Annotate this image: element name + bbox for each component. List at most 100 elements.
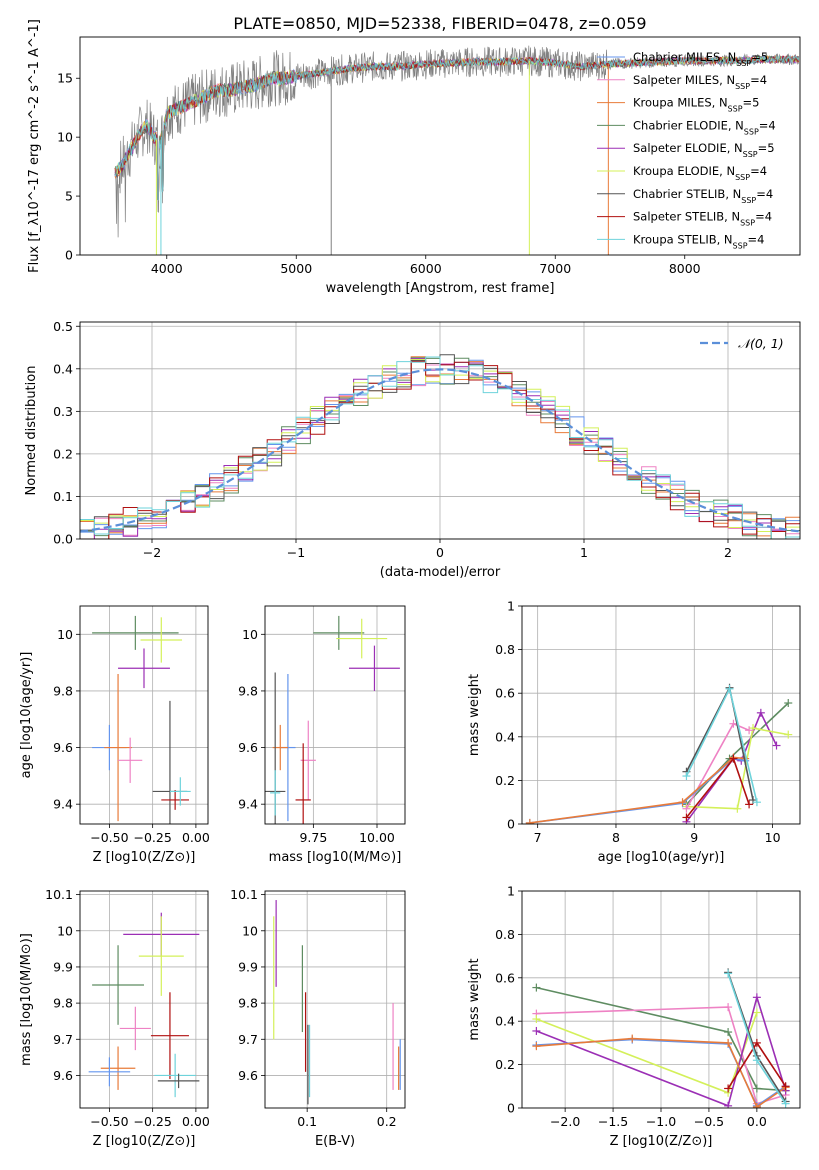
legend-entry: Kroupa STELIB, NSSP=4	[633, 232, 764, 250]
mass-weight-marker	[724, 969, 733, 978]
y-tick-label: 9.8	[53, 683, 73, 698]
x-tick-label: 5000	[280, 261, 312, 276]
chart-mass-vs-metallicity: −0.50 −0.25 0.00 9.6 9.7 9.8 9.9 10 10.1 Z [log10…	[19, 887, 210, 1149]
mass-weight-marker	[724, 1038, 733, 1047]
error-bar-point	[336, 618, 388, 659]
legend-entry: Salpeter ELODIE, NSSP=5	[633, 141, 775, 159]
x-tick-label: −1	[287, 545, 305, 560]
y-tick-label: 0.4	[53, 361, 73, 376]
mass-weight-marker	[724, 1084, 733, 1093]
mass-weight-marker	[752, 1056, 761, 1065]
y-axis-label: mass weight	[467, 958, 482, 1040]
mass-weight-marker	[532, 1042, 541, 1051]
legend-entry: Salpeter STELIB, NSSP=4	[633, 210, 772, 228]
y-tick-label: 0.4	[495, 1014, 515, 1029]
mass-weight-marker	[733, 804, 742, 813]
error-bar-point	[88, 1057, 131, 1087]
x-tick-label: 0.00	[182, 830, 210, 845]
y-tick-label: 10	[57, 923, 73, 938]
x-tick-label: −0.5	[694, 1114, 724, 1129]
y-tick-label: 0.4	[495, 729, 515, 744]
y-tick-label: 0.2	[495, 1057, 515, 1072]
y-tick-label: 10	[242, 923, 258, 938]
x-tick-label: 9.75	[299, 830, 327, 845]
error-bar-point	[295, 743, 311, 824]
mass-weight-marker	[729, 754, 738, 763]
mass-weight-marker	[781, 1099, 790, 1108]
mass-weight-marker	[682, 772, 691, 781]
y-tick-label: 10	[57, 130, 73, 145]
y-axis-label: mass weight	[467, 674, 482, 756]
y-tick-label: 9.9	[238, 959, 258, 974]
legend-entry: 𝒩(0, 1)	[738, 336, 784, 351]
mass-weight-marker	[724, 1003, 733, 1012]
model-spectrum-line	[114, 54, 800, 202]
x-tick-label: −2.0	[550, 1114, 580, 1129]
error-bar-point	[118, 648, 170, 689]
model-spectrum-line	[114, 54, 800, 202]
error-bar-point	[118, 737, 143, 783]
chart-mass-vs-extinction: 0.1 0.2 9.6 9.7 9.8 9.9 10 10.1 E(B-V)	[230, 887, 406, 1149]
mass-weight-line	[529, 757, 746, 824]
error-bar-point	[104, 673, 132, 822]
y-tick-label: 0.0	[53, 532, 73, 547]
x-axis-label: mass [log10(M/M⊙)]	[269, 850, 402, 865]
error-bar-point	[169, 777, 191, 806]
mass-weight-line	[686, 727, 789, 810]
mass-weight-marker	[724, 1101, 733, 1108]
mass-weight-marker	[781, 1082, 790, 1091]
x-tick-label: 0.2	[377, 1114, 397, 1129]
mass-weight-marker	[784, 730, 793, 739]
y-tick-label: 0.3	[53, 404, 73, 419]
y-tick-label: 9.6	[53, 740, 73, 755]
y-tick-label: 9.6	[53, 1068, 73, 1083]
mass-weight-marker	[525, 818, 534, 824]
x-axis-label: E(B-V)	[315, 1134, 355, 1149]
observed-spectrum-line	[114, 45, 800, 238]
chart-mass-weight-vs-metallicity: −2.0 −1.5 −1.0 −0.5 0.0 0 0.2 0.4 0.6 0.8 1 Z [log1…	[467, 884, 801, 1149]
x-tick-label: 8	[612, 830, 620, 845]
mass-weight-marker	[756, 708, 765, 717]
y-axis-label: age [log10(age/yr)]	[19, 652, 34, 779]
x-tick-label: 7000	[539, 261, 571, 276]
histogram-step	[80, 359, 800, 539]
legend-entry: Kroupa MILES, NSSP=5	[633, 96, 759, 114]
x-axis-label: age [log10(age/yr)]	[598, 850, 725, 865]
y-tick-label: 9.7	[238, 1032, 258, 1047]
mass-weight-marker	[724, 1028, 733, 1037]
error-bar-point	[140, 617, 183, 663]
y-tick-label: 9.8	[53, 996, 73, 1011]
x-axis-label: (data-model)/error	[380, 565, 501, 580]
error-bar-point	[92, 945, 144, 1025]
mass-weight-marker	[678, 798, 687, 807]
y-tick-label: 10	[57, 627, 73, 642]
error-bar-point	[150, 992, 189, 1080]
error-bar-point	[119, 1006, 151, 1051]
histogram-step	[80, 356, 800, 539]
plot-area	[80, 891, 208, 1108]
y-tick-label: 9.8	[238, 683, 258, 698]
y-tick-label: 9.4	[238, 797, 258, 812]
x-tick-label: 0	[436, 545, 444, 560]
mass-weight-marker	[752, 993, 761, 1002]
x-tick-label: −0.25	[133, 830, 171, 845]
x-tick-label: −1.0	[646, 1114, 676, 1129]
y-tick-label: 0.1	[53, 489, 73, 504]
mass-weight-marker	[784, 699, 793, 708]
y-tick-label: 0.8	[495, 927, 515, 942]
x-tick-label: −0.25	[133, 1114, 171, 1129]
y-tick-label: 10.1	[45, 887, 73, 902]
x-axis-label: Z [log10(Z/Z⊙)]	[610, 1134, 713, 1149]
axes-frame	[79, 321, 801, 540]
x-axis-label: wavelength [Angstrom, rest frame]	[326, 281, 555, 296]
mass-weight-marker	[532, 983, 541, 992]
mass-weight-marker	[682, 813, 691, 822]
chart-mass-weight-vs-age: 7 8 9 10 0 0.2 0.4 0.6 0.8 1 age [log10(age/yr)] ma…	[467, 599, 801, 865]
x-tick-label: 0.1	[297, 1114, 317, 1129]
axes-frame	[521, 890, 801, 1109]
mass-weight-marker	[745, 726, 754, 735]
x-tick-label: −1.5	[598, 1114, 628, 1129]
error-bar-point	[92, 615, 179, 650]
legend-entry: Salpeter MILES, NSSP=4	[633, 73, 767, 91]
y-tick-label: 9.8	[238, 996, 258, 1011]
